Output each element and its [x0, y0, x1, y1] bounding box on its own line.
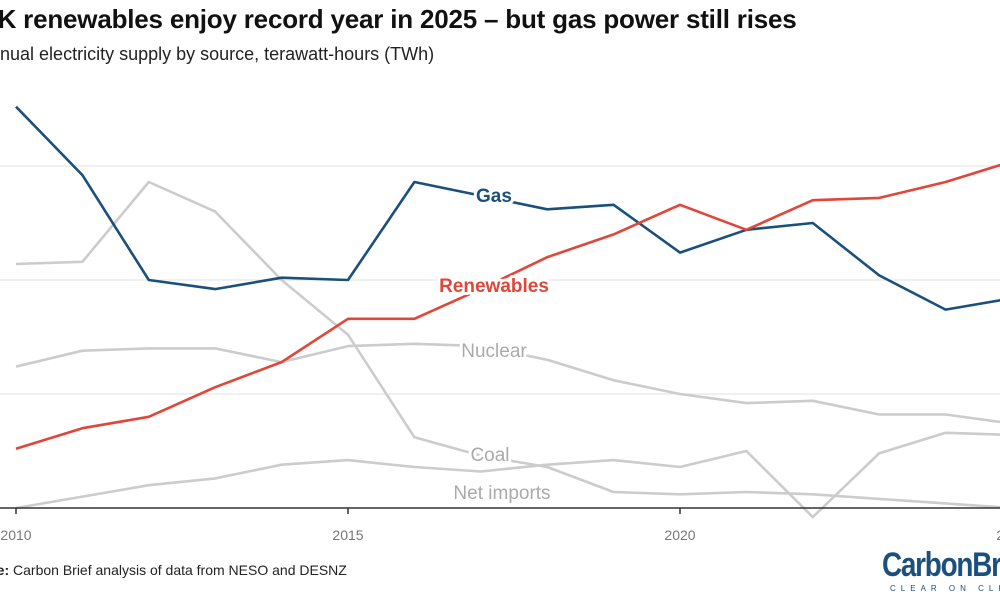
source-note: Source: Carbon Brief analysis of data fr… — [0, 562, 347, 578]
logo-tagline: CLEAR ON CLIMATE — [890, 584, 1000, 593]
series-label-gas: Gas — [476, 186, 512, 207]
x-axis: 2010 2015 2020 2025 — [0, 507, 1000, 543]
series-label-coal: Coal — [470, 445, 509, 466]
series-label-renewables: Renewables — [439, 276, 549, 297]
series-line-renewables — [15, 163, 1000, 450]
x-tick-label: 2010 — [0, 527, 31, 543]
series-line-gas — [15, 105, 1000, 311]
chart-title: UK renewables enjoy record year in 2025 … — [0, 4, 797, 34]
series-lines — [15, 105, 1000, 519]
source-label: Source: — [0, 562, 10, 578]
series-labels: Gas Renewables Nuclear Coal Net imports — [436, 183, 553, 507]
series-line-coal — [15, 180, 1000, 509]
x-tick-label: 2020 — [664, 527, 695, 543]
series-label-nuclear: Nuclear — [461, 341, 527, 362]
chart-subtitle: Annual electricity supply by source, ter… — [0, 44, 435, 64]
x-tick-label: 2025 — [996, 527, 1000, 543]
source-text: Carbon Brief analysis of data from NESO … — [13, 562, 347, 578]
series-line-nuclear — [15, 342, 1000, 424]
series-label-net-imports: Net imports — [453, 483, 550, 504]
series-line-net-imports — [15, 431, 1000, 519]
x-tick-label: 2015 — [332, 527, 363, 543]
